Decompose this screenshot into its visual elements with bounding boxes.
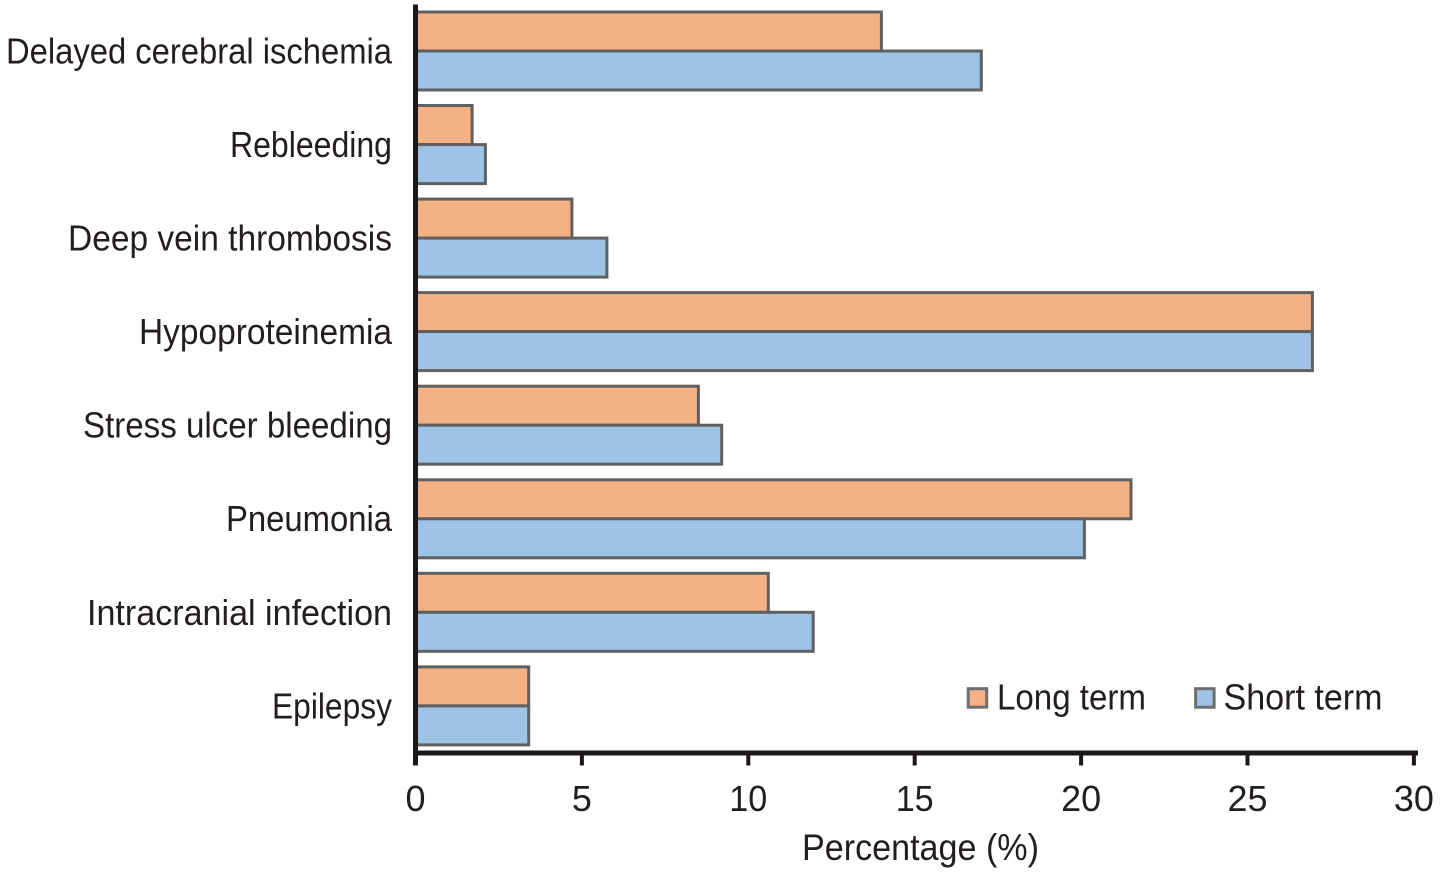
svg-text:Percentage (%): Percentage (%): [802, 827, 1039, 868]
svg-text:30: 30: [1394, 778, 1434, 819]
svg-text:Short term: Short term: [1224, 677, 1383, 718]
svg-text:25: 25: [1228, 778, 1268, 819]
svg-text:15: 15: [896, 778, 934, 819]
svg-text:Hypoproteinemia: Hypoproteinemia: [139, 311, 393, 352]
svg-text:Stress ulcer bleeding: Stress ulcer bleeding: [83, 405, 392, 446]
svg-text:Rebleeding: Rebleeding: [230, 124, 392, 165]
svg-text:Intracranial infection: Intracranial infection: [87, 592, 392, 633]
svg-text:Long term: Long term: [997, 677, 1146, 718]
svg-text:5: 5: [572, 778, 592, 819]
svg-text:Deep vein thrombosis: Deep vein thrombosis: [68, 218, 392, 259]
svg-text:Epilepsy: Epilepsy: [272, 685, 392, 726]
svg-text:20: 20: [1061, 778, 1101, 819]
svg-text:Pneumonia: Pneumonia: [226, 498, 393, 539]
svg-text:Delayed cerebral ischemia: Delayed cerebral ischemia: [6, 31, 393, 72]
svg-text:0: 0: [406, 778, 426, 819]
svg-text:10: 10: [729, 778, 767, 819]
